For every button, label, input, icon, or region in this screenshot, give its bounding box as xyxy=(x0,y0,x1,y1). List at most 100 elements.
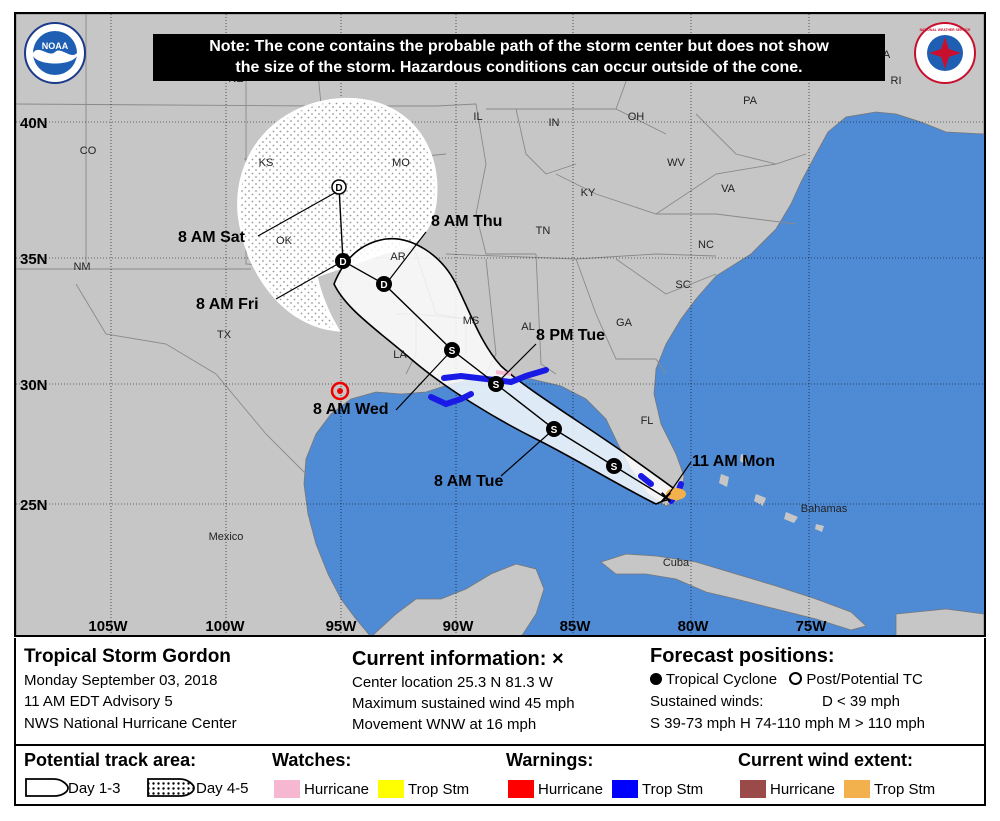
post-tropical-label: Post/Potential TC xyxy=(806,671,923,688)
current-info-title-text: Current information: xyxy=(352,648,547,670)
wind-category-ranges: S 39-73 mph H 74-110 mph M > 110 mph xyxy=(650,715,926,732)
state-label: MS xyxy=(463,315,480,327)
latitude-labels: 40N 35N 30N 25N xyxy=(20,115,48,514)
forecast-label: 11 AM Mon xyxy=(692,453,775,470)
nws-logo: NATIONAL WEATHER SERVICE xyxy=(914,22,976,84)
tropical-storm-wind-swatch xyxy=(844,780,870,798)
hurricane-wind-swatch xyxy=(740,780,766,798)
lat-label: 25N xyxy=(20,497,48,514)
point-code: S xyxy=(493,380,500,391)
point-code: D xyxy=(339,257,346,268)
center-location: Center location 25.3 N 81.3 W xyxy=(352,674,553,691)
day-4-5-swatch xyxy=(147,778,195,797)
lat-label: 30N xyxy=(20,377,48,394)
tropical-cyclone-label: Tropical Cyclone xyxy=(665,671,778,688)
point-code: S xyxy=(449,346,456,357)
watches-title: Watches: xyxy=(272,750,352,770)
lon-label: 75W xyxy=(796,618,828,635)
new-england-coast xyxy=(876,74,926,92)
storm-movement: Movement WNW at 16 mph xyxy=(352,716,537,733)
hurricane-watch-label: Hurricane xyxy=(304,781,370,798)
cuba-land xyxy=(600,553,867,631)
longitude-labels: 105W 100W 95W 90W 85W 80W 75W xyxy=(88,618,827,635)
graticule xyxy=(16,14,984,635)
tropical-storm-warning-swatch xyxy=(612,780,638,798)
state-label: OK xyxy=(276,235,293,247)
label-leaders xyxy=(257,189,692,499)
forecast-legend-tc-row: Tropical Cyclone Post/Potential TC xyxy=(650,671,923,688)
forecast-label: 8 AM Thu xyxy=(431,213,502,230)
state-label: IL xyxy=(473,111,482,123)
state-label: IN xyxy=(549,117,560,129)
point-storm xyxy=(546,421,562,437)
tropical-storm-watch-label: Trop Stm xyxy=(408,781,470,798)
advisory-info-panel: Tropical Storm Gordon Monday September 0… xyxy=(14,638,986,746)
point-code: S xyxy=(611,462,618,473)
day-1-3-label: Day 1-3 xyxy=(68,780,121,797)
state-label: RI xyxy=(891,75,902,87)
state-label: WV xyxy=(667,157,685,169)
point-storm xyxy=(488,376,504,392)
hurricane-warning-label: Hurricane xyxy=(538,781,604,798)
wind-extent-title: Current wind extent: xyxy=(738,750,914,770)
state-label: VA xyxy=(721,183,736,195)
post-tropical-circle-icon xyxy=(789,672,803,685)
forecast-label: 8 AM Wed xyxy=(313,401,389,418)
radar-marker-center xyxy=(337,388,343,394)
point-depression xyxy=(376,276,392,292)
forecast-positions-title: Forecast positions: xyxy=(650,645,835,667)
state-label: TN xyxy=(536,225,551,237)
issuing-center: NWS National Hurricane Center xyxy=(24,715,237,732)
point-storm xyxy=(606,458,622,474)
state-label: OH xyxy=(628,111,645,123)
noaa-logo: NOAA xyxy=(24,22,86,84)
hurricane-watch-swatch xyxy=(274,780,300,798)
lon-label: 85W xyxy=(560,618,592,635)
state-label: PA xyxy=(743,95,758,107)
day-1-3-swatch xyxy=(25,778,69,797)
cone-disclaimer-line: the size of the storm. Hazardous conditi… xyxy=(235,59,803,76)
point-code: D xyxy=(380,280,387,291)
state-label: MO xyxy=(392,157,410,169)
state-label: NM xyxy=(73,261,90,273)
point-code: D xyxy=(335,183,342,194)
forecast-points: S S S S D D D xyxy=(331,179,622,474)
cone-disclaimer-line: Note: The cone contains the probable pat… xyxy=(209,38,829,55)
advisory-date: Monday September 03, 2018 xyxy=(24,672,218,689)
forecast-time-labels: 8 AM Thu 8 AM Sat 8 AM Fri 8 PM Tue 8 AM… xyxy=(178,213,775,490)
tropical-storm-wind-label: Trop Stm xyxy=(874,781,936,798)
current-position-marker: × xyxy=(660,487,672,509)
tropical-storm-warning-label: Trop Stm xyxy=(642,781,704,798)
hurricane-watch-coast xyxy=(495,370,512,376)
lon-label: 105W xyxy=(88,618,128,635)
hispaniola-land xyxy=(895,608,984,635)
state-label: CO xyxy=(80,145,97,157)
forecast-label: 8 AM Sat xyxy=(178,229,246,246)
map-legend: Potential track area: Day 1-3 Day 4-5 Wa… xyxy=(14,746,986,806)
current-info-title: Current information: × xyxy=(352,648,564,671)
tropical-storm-watch-swatch xyxy=(378,780,404,798)
lat-label: 40N xyxy=(20,115,48,132)
forecast-label: 8 AM Tue xyxy=(434,473,503,490)
state-label: LA xyxy=(393,349,407,361)
state-label: KY xyxy=(581,187,596,199)
lon-label: 95W xyxy=(326,618,358,635)
place-labels: Mexico Cuba Bahamas xyxy=(209,503,848,569)
yucatan-land xyxy=(372,563,545,635)
lat-label: 35N xyxy=(20,251,48,268)
state-labels: NE CO KS MO IL IN OH PA WV VA KY TN NC S… xyxy=(73,49,901,427)
place-label: Cuba xyxy=(663,557,690,569)
point-post-tropical xyxy=(331,179,347,195)
warnings-title: Warnings: xyxy=(506,750,594,770)
state-label: TX xyxy=(217,329,232,341)
forecast-cone-map: S S S S D D D × 40N 35N xyxy=(14,12,986,637)
sustained-winds-label: Sustained winds: xyxy=(650,693,764,710)
state-label: AL xyxy=(521,321,534,333)
place-label: Mexico xyxy=(209,531,244,543)
advisory-number: 11 AM EDT Advisory 5 xyxy=(24,693,173,710)
day-4-5-label: Day 4-5 xyxy=(196,780,249,797)
place-label: Bahamas xyxy=(801,503,848,515)
forecast-label: 8 PM Tue xyxy=(536,327,605,344)
nws-logo-text: NATIONAL WEATHER SERVICE xyxy=(920,28,972,32)
state-label: NC xyxy=(698,239,714,251)
